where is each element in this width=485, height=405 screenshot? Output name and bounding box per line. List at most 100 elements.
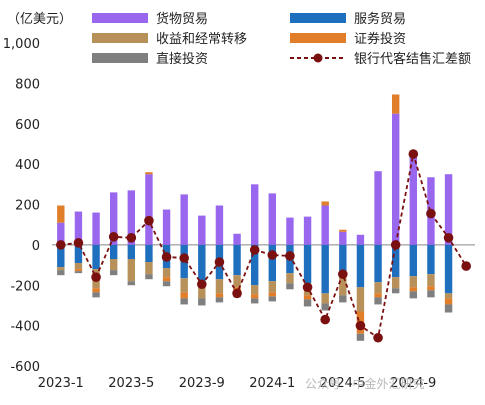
bar-segment-income <box>162 268 171 278</box>
bar-segment-income <box>250 285 259 295</box>
bar-segment-services <box>92 244 100 270</box>
bar-segment-fdi <box>374 297 382 305</box>
legend-item-services: 服务贸易 <box>290 8 406 27</box>
y-tick-label: 400 <box>15 158 40 173</box>
bar-segment-goods <box>286 217 294 245</box>
fx-balance-point <box>56 240 66 250</box>
fx-balance-point <box>408 149 419 159</box>
bar-segment-fdi <box>215 297 224 303</box>
y-tick-label: -400 <box>10 320 40 335</box>
bar-segment-goods <box>109 192 118 245</box>
bar-segment-goods <box>233 233 241 245</box>
bar-segment-securities <box>268 292 277 297</box>
bar-segment-services <box>321 244 329 294</box>
legend-item-goods: 货物贸易 <box>92 8 208 27</box>
y-tick-label: 1,000 <box>3 37 40 52</box>
bar-segment-services <box>339 244 347 278</box>
y-tick-label: 600 <box>15 118 40 133</box>
legend-swatch-securities <box>290 32 346 43</box>
bar-segment-securities <box>391 94 400 114</box>
bar-segment-fdi <box>127 281 136 286</box>
bar-segment-income <box>356 287 365 312</box>
x-tick-label: 2023-9 <box>179 376 225 391</box>
fx-balance-point <box>73 238 84 248</box>
legend-label-fx: 银行代客结售汇差额 <box>354 52 472 67</box>
bar-segment-fdi <box>145 274 153 280</box>
bar-segment-income <box>444 293 453 299</box>
fx-balance-point <box>249 245 260 255</box>
fx-balance-point <box>144 215 154 226</box>
legend-label-goods: 货物贸易 <box>156 12 209 27</box>
bar-segment-goods <box>145 174 153 245</box>
legend-swatch-fx <box>290 52 346 64</box>
fx-balance-point <box>461 261 471 271</box>
bar-segment-fdi <box>180 298 188 305</box>
bar-segment-income <box>57 267 65 271</box>
x-tick-label: 2024-5 <box>320 376 366 391</box>
bar-segment-securities <box>162 277 171 282</box>
bar-segment-fdi <box>162 281 171 287</box>
bar-segment-services <box>250 244 259 286</box>
bar-segment-goods <box>444 174 453 245</box>
bar-segment-services <box>444 244 453 294</box>
bar-segment-income <box>215 279 224 294</box>
bar-segment-securities <box>321 201 329 206</box>
fx-balance-point <box>355 320 366 331</box>
y-tick-label: -200 <box>10 279 40 294</box>
bar-segment-income <box>391 277 400 289</box>
bar-segment-services <box>374 244 382 283</box>
bar-segment-fdi <box>427 290 435 298</box>
fx-balance-point <box>426 208 436 219</box>
bar-segment-securities <box>303 295 312 300</box>
bar-segment-securities <box>215 293 224 298</box>
watermark: 公众号 · 中金外汇研究 <box>305 377 425 391</box>
bar-segment-fdi <box>444 304 453 313</box>
bar-segment-services <box>268 244 277 282</box>
fx-balance-point <box>285 251 295 261</box>
bar-segment-services <box>57 244 65 268</box>
bar-segment-goods <box>127 190 136 245</box>
fx-balance-point <box>373 332 383 343</box>
bar-segment-fdi <box>92 292 100 298</box>
y-tick-label: 200 <box>15 199 40 214</box>
y-tick-label: 800 <box>15 77 40 92</box>
bar-segment-services <box>427 244 435 275</box>
bar-segment-goods <box>92 212 100 245</box>
legend-item-fdi: 直接投资 <box>92 48 208 67</box>
bar-segment-fdi <box>391 288 400 294</box>
bar-segment-goods <box>250 184 259 245</box>
bar-segment-fdi <box>303 299 312 307</box>
fx-balance-point <box>390 240 401 250</box>
bar-segment-securities <box>250 294 259 299</box>
fx-balance-point <box>302 282 313 293</box>
fx-balance-point <box>232 288 242 299</box>
bar-segment-fdi <box>339 295 347 303</box>
bar-segment-securities <box>444 298 453 305</box>
bar-segment-securities <box>57 205 65 223</box>
fx-balance-point <box>338 269 348 279</box>
bar-segment-income <box>374 282 382 294</box>
bar-segment-goods <box>180 194 188 245</box>
fx-balance-line <box>60 153 467 340</box>
bar-segment-services <box>145 244 153 263</box>
bar-segment-securities <box>74 269 83 272</box>
x-tick-label: 2024-1 <box>249 376 295 391</box>
bar-segment-goods <box>409 154 418 245</box>
legend-swatch-services <box>290 12 346 23</box>
bar-segment-goods <box>268 193 277 245</box>
bar-segment-income <box>339 277 347 296</box>
bar-segment-services <box>409 244 418 277</box>
bar-segment-securities <box>92 288 100 293</box>
legend-item-securities: 证券投资 <box>290 28 406 47</box>
bar-segment-securities <box>180 292 188 299</box>
fx-balance-point <box>126 233 137 243</box>
bar-segment-income <box>233 275 241 288</box>
fx-balance-point <box>108 232 119 242</box>
bar-segment-services <box>356 244 365 288</box>
bar-segment-services <box>109 244 118 260</box>
y-tick-label: 0 <box>32 239 40 254</box>
bar-segment-income <box>127 259 136 282</box>
bar-segment-income <box>427 274 435 287</box>
